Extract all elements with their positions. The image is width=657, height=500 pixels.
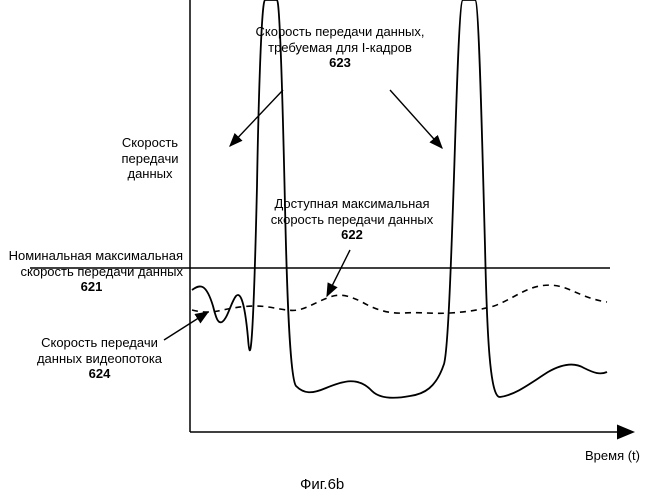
nominal-max-text: Номинальная максимальнаяскорость передач… bbox=[9, 248, 183, 279]
figure-caption: Фиг.6b bbox=[300, 476, 344, 493]
x-axis-label: Время (t) bbox=[560, 448, 640, 464]
stream-rate-label: Скорость передачиданных видеопотока 624 bbox=[32, 335, 167, 382]
iframe-arrow-left bbox=[230, 90, 283, 146]
iframe-rate-text: Скорость передачи данных,требуемая для I… bbox=[256, 24, 425, 55]
y-axis-label: Скоростьпередачиданных bbox=[112, 135, 188, 182]
available-max-ref: 622 bbox=[256, 227, 448, 243]
stream-rate-text: Скорость передачиданных видеопотока bbox=[37, 335, 162, 366]
available-arrow bbox=[327, 250, 350, 296]
nominal-max-label: Номинальная максимальнаяскорость передач… bbox=[0, 248, 183, 295]
iframe-rate-label: Скорость передачи данных,требуемая для I… bbox=[240, 24, 440, 71]
stream-arrow bbox=[164, 312, 208, 340]
iframe-arrow-right bbox=[390, 90, 442, 148]
stream-rate-ref: 624 bbox=[32, 366, 167, 382]
chart-container: Скорость передачи данных,требуемая для I… bbox=[0, 0, 657, 500]
iframe-rate-ref: 623 bbox=[240, 55, 440, 71]
nominal-max-ref: 621 bbox=[0, 279, 183, 295]
available-max-text: Доступная максимальнаяскорость передачи … bbox=[271, 196, 434, 227]
available-max-label: Доступная максимальнаяскорость передачи … bbox=[256, 196, 448, 243]
